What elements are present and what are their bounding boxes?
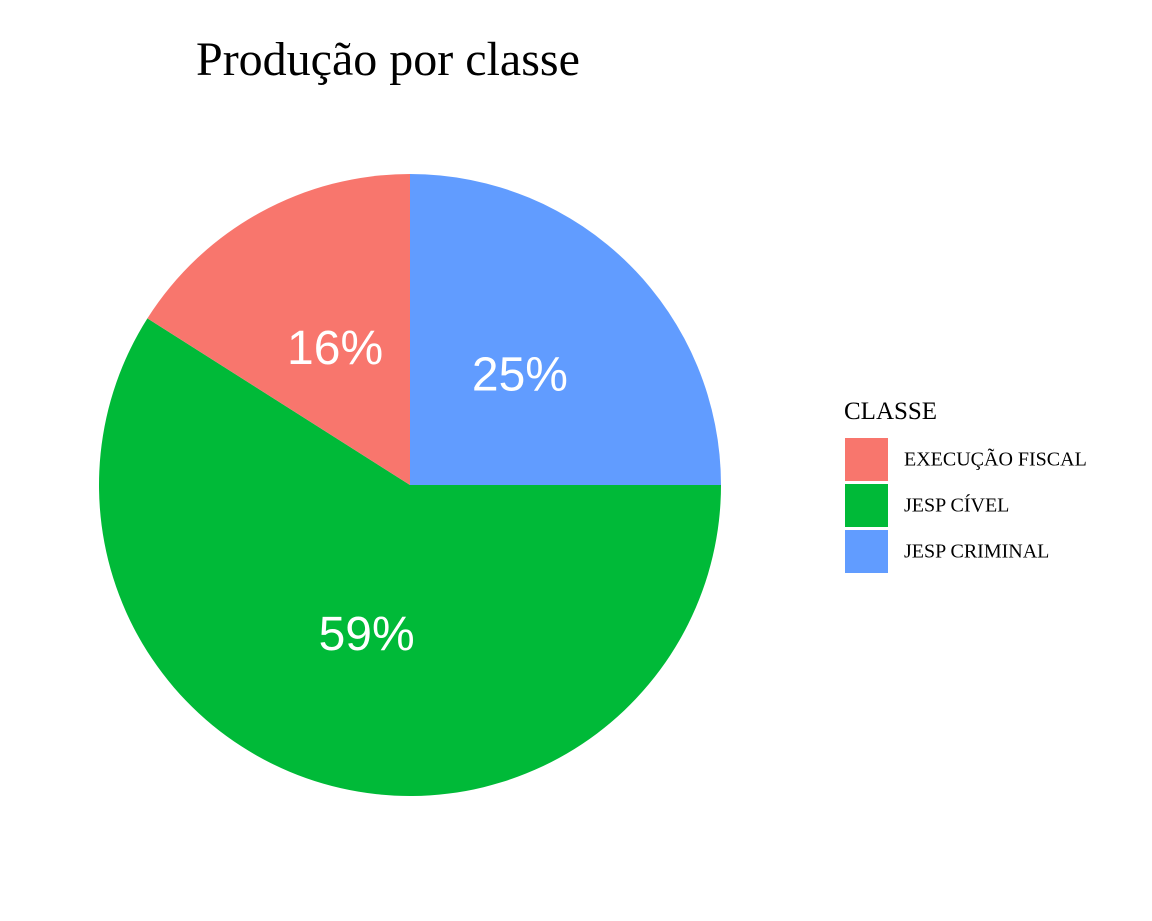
pie-slices	[98, 174, 721, 796]
legend-key-execucao-fiscal	[845, 438, 888, 481]
pie-slice-jesp-civel	[98, 318, 721, 796]
slice-label-jesp-criminal: 25%	[472, 349, 568, 402]
legend-label-jesp-civel: JESP CÍVEL	[904, 494, 1009, 517]
legend-label-jesp-criminal: JESP CRIMINAL	[904, 541, 1049, 563]
slice-label-execucao-fiscal: 16%	[287, 322, 383, 375]
legend-title: CLASSE	[844, 398, 937, 425]
legend-label-execucao-fiscal: EXECUÇÃO FISCAL	[904, 447, 1087, 471]
pie-slice-jesp-criminal	[410, 174, 721, 485]
legend-key-jesp-criminal	[845, 530, 888, 573]
legend-items: EXECUÇÃO FISCAL JESP CÍVEL JESP CRIMINAL	[845, 438, 1087, 573]
chart-title: Produção por classe	[196, 33, 580, 86]
slice-label-jesp-civel: 59%	[319, 608, 415, 661]
legend-key-jesp-civel	[845, 484, 888, 527]
pie-slice-execucao-fiscal	[147, 174, 411, 485]
pie-slice-labels: 25% 59% 16%	[287, 322, 568, 661]
legend: CLASSE EXECUÇÃO FISCAL JESP CÍVEL JESP CRI…	[844, 398, 1087, 573]
